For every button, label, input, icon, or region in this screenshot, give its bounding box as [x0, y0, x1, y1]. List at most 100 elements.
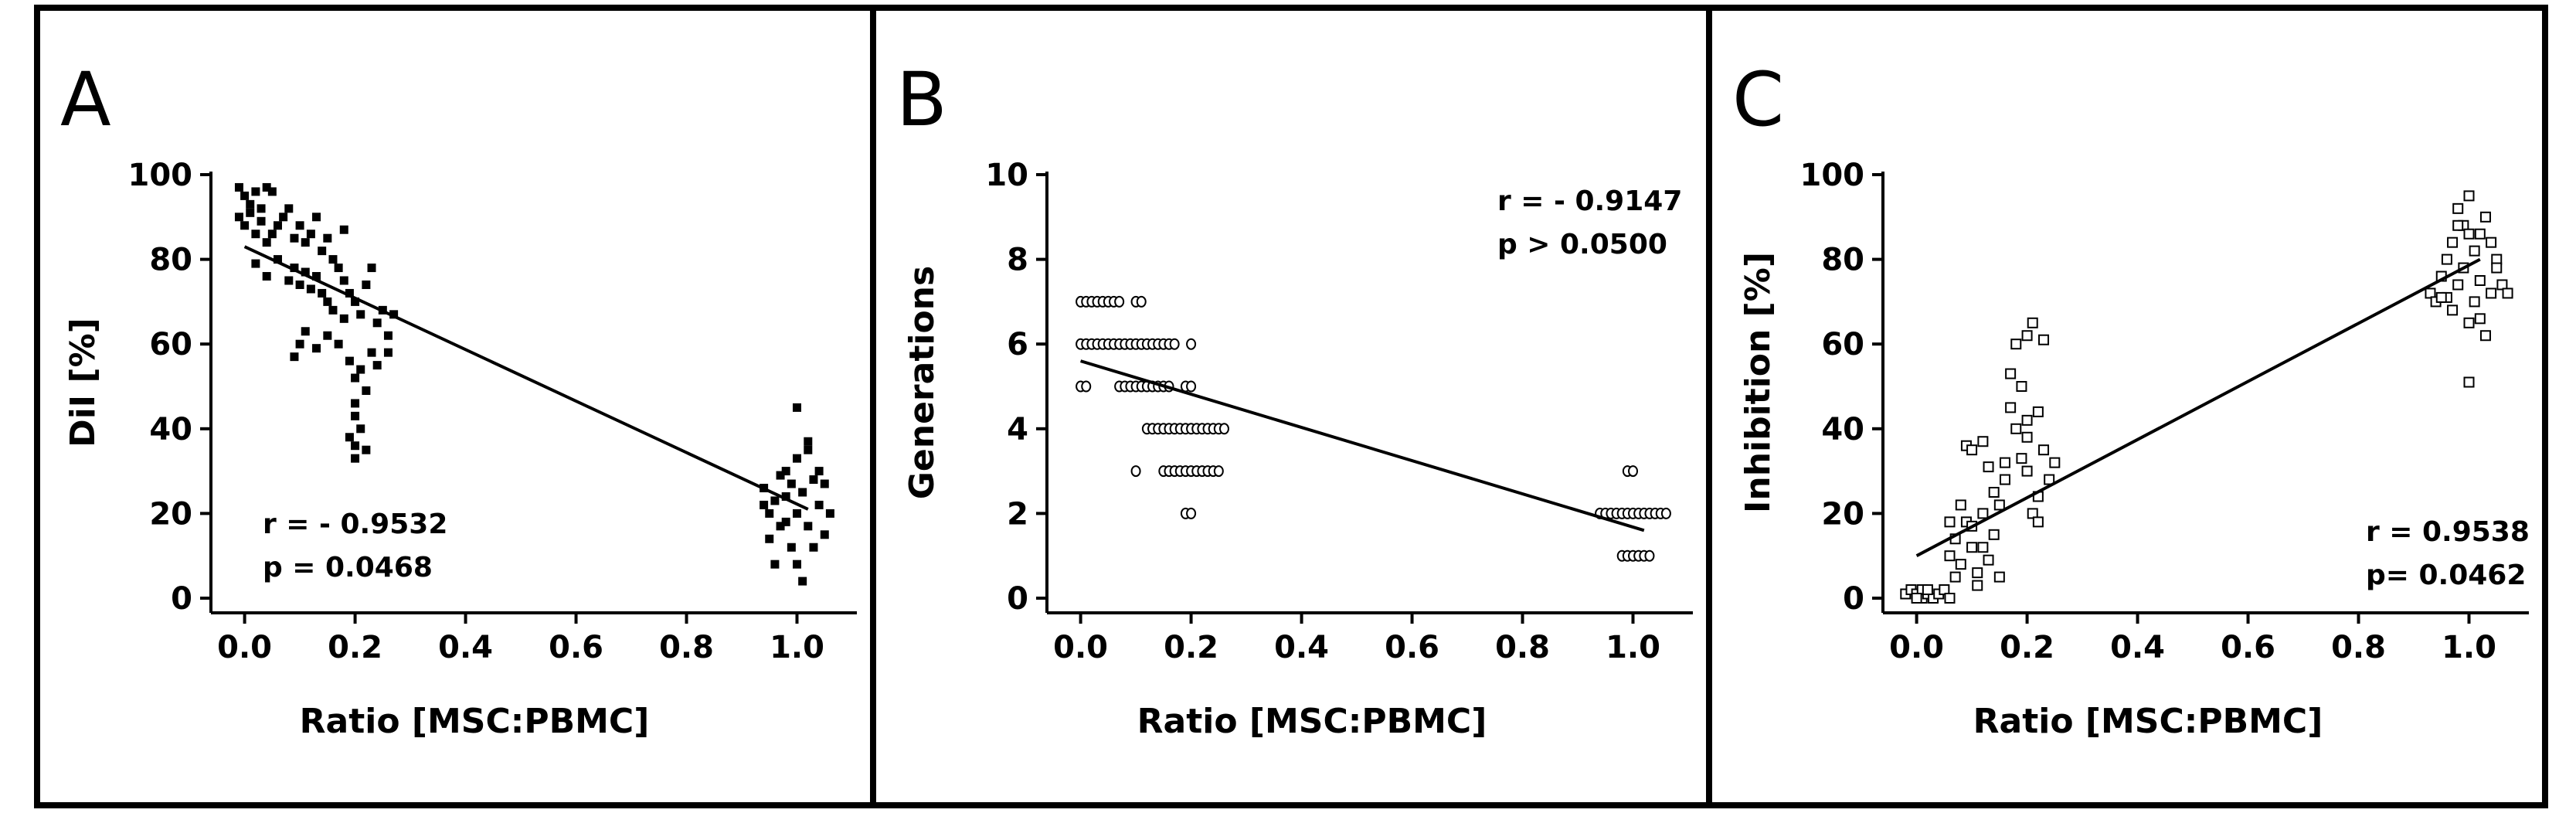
- panel-a-data-point: [345, 288, 354, 298]
- panel-c-data-point: [2452, 219, 2464, 231]
- panel-c-y-tick-label: 80: [1821, 243, 1864, 278]
- panel-b-y-tick-label: 4: [1007, 412, 1028, 447]
- panel-c-data-point: [1993, 499, 2005, 511]
- panel-c-data-point: [2486, 236, 2497, 248]
- panel-c-data-point: [2463, 317, 2475, 328]
- panel-a-data-point: [809, 475, 818, 485]
- panel-a-regression-line: [243, 245, 809, 511]
- panel-c-y-tick-label: 0: [1843, 581, 1864, 617]
- panel-c-y-axis-title: Inhibition [%]: [1738, 252, 1778, 513]
- panel-c-data-point: [2435, 291, 2447, 303]
- panel-c-data-point: [2479, 330, 2491, 342]
- panel-b-y-tick-label: 8: [1007, 243, 1028, 278]
- panel-c-data-point: [1972, 580, 1983, 591]
- panel-a-data-point: [765, 509, 774, 518]
- panel-c-data-point: [1999, 457, 2010, 468]
- panel-a-data-point: [251, 259, 260, 268]
- panel-a-data-point: [273, 221, 282, 230]
- panel-a-data-point: [334, 264, 343, 273]
- panel-a-data-point: [362, 386, 371, 395]
- panel-c-x-tick-label: 0.4: [2110, 630, 2165, 665]
- panel-c-data-point: [1977, 542, 1989, 553]
- panel-a-data-point: [383, 348, 393, 357]
- panel-c-y-tick-label: 60: [1821, 327, 1864, 362]
- panel-c-data-point: [2447, 304, 2459, 316]
- panel-a-data-point: [295, 280, 304, 289]
- panel-b-border: [870, 5, 1712, 808]
- panel-a-letter: A: [60, 56, 111, 143]
- panel-a-y-axis-title: DiI [%]: [63, 318, 103, 447]
- panel-c-data-point: [2038, 444, 2050, 456]
- panel-c-data-point: [1983, 461, 1994, 473]
- panel-b-x-tick-label: 0.8: [1495, 630, 1550, 665]
- panel-a-data-point: [284, 204, 294, 213]
- panel-b-data-point: [1186, 507, 1197, 519]
- panel-c-data-point: [2452, 202, 2464, 214]
- panel-a-data-point: [312, 213, 321, 222]
- panel-a-data-point: [351, 411, 360, 420]
- panel-c-data-point: [2463, 376, 2475, 388]
- panel-c-x-tick-label: 0.2: [2000, 630, 2054, 665]
- panel-a-data-point: [787, 479, 796, 488]
- panel-c-data-point: [2491, 262, 2503, 274]
- panel-a-data-point: [804, 437, 813, 446]
- panel-c-x-tick-label: 0.6: [2221, 630, 2275, 665]
- panel-a-y-tick-label: 100: [128, 158, 193, 193]
- panel-a-y-tick-label: 60: [149, 327, 192, 362]
- panel-c-data-point: [2016, 453, 2027, 464]
- panel-b-y-tick-label: 0: [1007, 581, 1028, 617]
- panel-c-data-point: [2469, 245, 2480, 257]
- panel-a-data-point: [804, 445, 813, 454]
- panel-c-data-point: [2010, 423, 2022, 434]
- panel-c-data-point: [2469, 296, 2480, 308]
- panel-a-data-point: [301, 238, 310, 247]
- panel-a-data-point: [781, 467, 790, 476]
- panel-a-data-point: [765, 534, 774, 543]
- panel-c-data-point: [1966, 542, 1978, 553]
- panel-c-data-point: [2486, 287, 2497, 299]
- panel-a-data-point: [339, 314, 348, 323]
- panel-a-data-point: [306, 284, 315, 294]
- panel-a-x-tick-label: 0.8: [659, 630, 714, 665]
- panel-c-data-point: [2425, 287, 2436, 299]
- panel-a-data-point: [246, 208, 255, 217]
- panel-b-data-point: [1213, 465, 1224, 478]
- panel-c-data-point: [2463, 190, 2475, 202]
- panel-a-data-point: [345, 433, 354, 442]
- panel-a-data-point: [781, 492, 790, 501]
- panel-b-data-point: [1218, 423, 1229, 435]
- panel-c-data-point: [1955, 559, 1966, 570]
- panel-b-stat-p: p > 0.0500: [1497, 229, 1667, 260]
- panel-c-stat-r: r = 0.9538: [2366, 516, 2530, 548]
- panel-a-data-point: [234, 182, 243, 192]
- panel-a-data-point: [351, 441, 360, 451]
- panel-a-data-point: [793, 509, 802, 518]
- panel-a-data-point: [367, 348, 376, 357]
- panel-c-data-point: [1988, 487, 2000, 498]
- panel-a-x-tick-label: 0.6: [549, 630, 603, 665]
- panel-b-x-tick-label: 0.2: [1164, 630, 1218, 665]
- panel-a-data-point: [267, 187, 277, 196]
- panel-a-data-point: [798, 577, 807, 586]
- panel-a-stat-p: p = 0.0468: [263, 552, 433, 583]
- panel-a-data-point: [351, 454, 360, 463]
- panel-a-data-point: [246, 199, 255, 209]
- panel-b-data-point: [1186, 380, 1197, 393]
- panel-c-data-point: [1999, 474, 2010, 485]
- panel-a-data-point: [279, 213, 288, 222]
- panel-a-data-point: [776, 522, 785, 531]
- panel-c-data-point: [1949, 571, 1961, 583]
- panel-a-data-point: [351, 373, 360, 383]
- panel-c-data-point: [2005, 368, 2017, 379]
- panel-c-data-point: [1944, 516, 1956, 528]
- panel-c-data-point: [2027, 317, 2038, 328]
- panel-a-data-point: [798, 488, 807, 497]
- panel-c-data-point: [1988, 529, 2000, 540]
- panel-c-data-point: [1966, 444, 1978, 456]
- panel-c-data-point: [2021, 465, 2033, 477]
- panel-a-data-point: [251, 187, 260, 196]
- panel-a-data-point: [301, 327, 310, 336]
- panel-a-data-point: [356, 424, 365, 434]
- panel-c-data-point: [1939, 584, 1950, 596]
